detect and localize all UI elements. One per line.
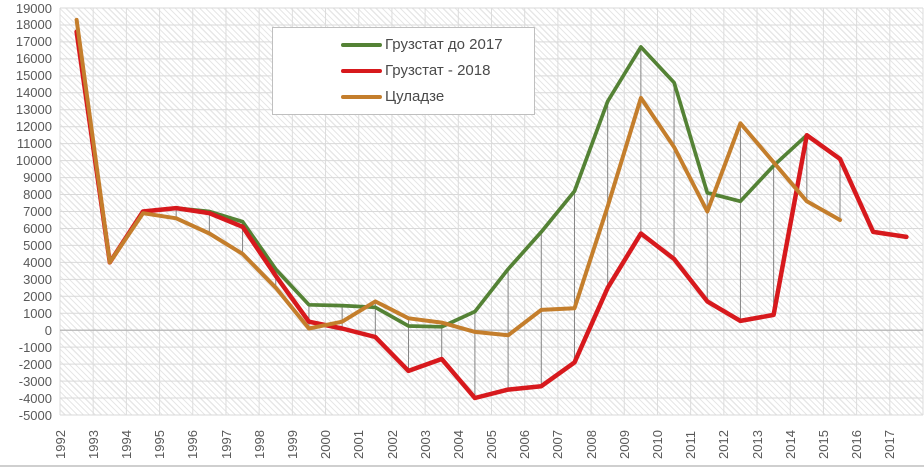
x-axis-tick-label: 1993	[85, 430, 101, 459]
y-axis-tick-label: 12000	[15, 119, 52, 135]
legend-item-gruzstat-do-2017: Грузстат до 2017	[341, 36, 534, 54]
x-axis-tick-label: 2000	[318, 430, 334, 459]
x-axis-tick-label: 2014	[782, 430, 798, 459]
x-axis-tick-label: 2017	[882, 430, 898, 459]
x-axis-tick-label: 2012	[716, 430, 732, 459]
x-axis-tick-label: 1997	[218, 430, 234, 459]
y-axis-tick-label: 5000	[23, 237, 52, 253]
series-line-gruzstat-2018	[74, 29, 909, 401]
y-axis-tick-label: 16000	[15, 51, 52, 67]
y-axis-tick-label: 10000	[15, 153, 52, 169]
y-axis-tick-label: 8000	[23, 187, 52, 203]
legend-line-swatch-green	[341, 43, 382, 47]
y-axis-tick-label: 19000	[15, 0, 52, 16]
x-axis-tick-label: 2003	[417, 430, 433, 459]
y-axis-tick-label: 1000	[23, 305, 52, 321]
legend: Грузстат до 2017 Грузстат - 2018 Цуладзе	[272, 27, 535, 115]
y-axis-tick-label: 17000	[15, 34, 52, 50]
y-axis-tick-label: -1000	[18, 339, 52, 355]
x-axis-tick-label: 2001	[351, 430, 367, 459]
x-axis-tick-label: 2016	[849, 430, 865, 459]
y-axis-tick-label: -4000	[18, 390, 52, 406]
x-axis-tick-label: 2008	[583, 430, 599, 459]
y-axis-tick-label: 14000	[15, 85, 52, 101]
x-axis-tick-label: 1996	[185, 430, 201, 459]
x-axis-tick-label: 2011	[683, 431, 699, 459]
x-axis-tick-label: 2009	[616, 430, 632, 459]
legend-line-swatch-red	[341, 69, 382, 73]
y-axis-tick-label: -5000	[18, 407, 52, 423]
y-axis-tick-label: 2000	[23, 288, 52, 304]
legend-line-swatch-orange	[341, 95, 382, 99]
legend-label: Грузстат - 2018	[385, 62, 491, 79]
y-axis-tick-label: 6000	[23, 220, 52, 236]
x-axis-tick-label: 1995	[152, 430, 168, 459]
x-axis-tick-label: 2007	[550, 430, 566, 459]
y-axis-tick-label: -2000	[18, 356, 52, 372]
x-axis-tick-label: 2005	[484, 430, 500, 459]
legend-label: Цуладзе	[385, 88, 445, 105]
x-axis-tick-label: 2013	[749, 430, 765, 459]
legend-item-gruzstat-2018: Грузстат - 2018	[341, 62, 534, 80]
x-axis-tick-label: 2006	[517, 430, 533, 459]
x-axis-tick-label: 1994	[118, 430, 134, 459]
y-axis-tick-label: 3000	[23, 271, 52, 287]
y-axis-tick-label: 9000	[23, 170, 52, 186]
x-axis-tick-label: 1992	[52, 430, 68, 459]
series-line-tsuladze	[74, 17, 842, 338]
x-axis-tick-label: 2002	[384, 430, 400, 459]
legend-item-tsuladze: Цуладзе	[341, 88, 534, 106]
y-axis-tick-label: -3000	[18, 373, 52, 389]
y-axis-tick-label: 11000	[16, 136, 52, 152]
x-axis-tick-label: 2010	[650, 430, 666, 459]
y-axis-tick-label: 0	[44, 322, 52, 338]
y-axis-tick-label: 7000	[23, 204, 52, 219]
x-axis-tick-label: 2015	[816, 430, 832, 459]
y-axis-tick-label: 13000	[15, 102, 52, 118]
y-axis-tick-label: 15000	[15, 68, 52, 84]
x-axis-tick-label: 2004	[450, 430, 466, 459]
x-axis-tick-label: 1998	[251, 430, 267, 459]
legend-label: Грузстат до 2017	[385, 36, 503, 53]
x-axis-tick-label: 1999	[284, 430, 300, 459]
y-axis-tick-label: 4000	[23, 254, 52, 270]
y-axis-tick-label: 18000	[15, 17, 52, 33]
